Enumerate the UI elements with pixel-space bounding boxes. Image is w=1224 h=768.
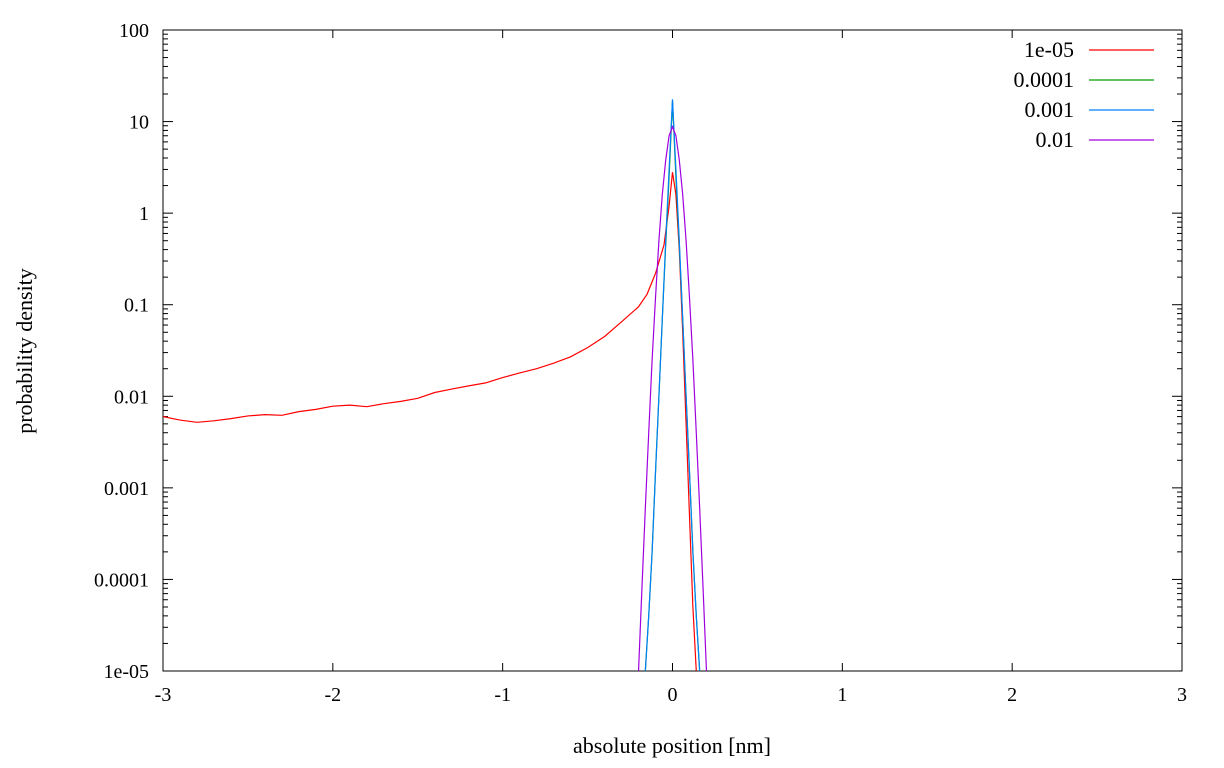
x-axis-label: absolute position [nm]: [573, 733, 771, 758]
x-tick-label: 0: [668, 684, 678, 706]
series-line-4: [637, 124, 708, 671]
y-tick-label: 0.001: [104, 478, 149, 500]
x-tick-label: -1: [494, 684, 511, 706]
x-tick-label: 1: [837, 684, 847, 706]
x-tick-label: 3: [1177, 684, 1187, 706]
series-line-3: [644, 99, 701, 671]
y-tick-label: 0.01: [114, 386, 149, 408]
series-line-1: [163, 172, 697, 671]
legend-label: 0.0001: [1014, 67, 1075, 92]
y-tick-label: 0.1: [124, 295, 149, 317]
y-tick-label: 10: [129, 112, 149, 134]
legend-label: 0.001: [1025, 97, 1075, 122]
legend-label: 1e-05: [1024, 37, 1074, 62]
x-tick-label: 2: [1007, 684, 1017, 706]
y-axis-label: probability density: [12, 268, 37, 434]
y-tick-label: 1: [139, 203, 149, 225]
x-tick-label: -2: [324, 684, 341, 706]
y-tick-label: 100: [119, 20, 149, 42]
legend-label: 0.01: [1036, 127, 1075, 152]
y-tick-label: 0.0001: [94, 569, 149, 591]
y-tick-label: 1e-05: [103, 661, 149, 683]
x-tick-label: -3: [155, 684, 172, 706]
